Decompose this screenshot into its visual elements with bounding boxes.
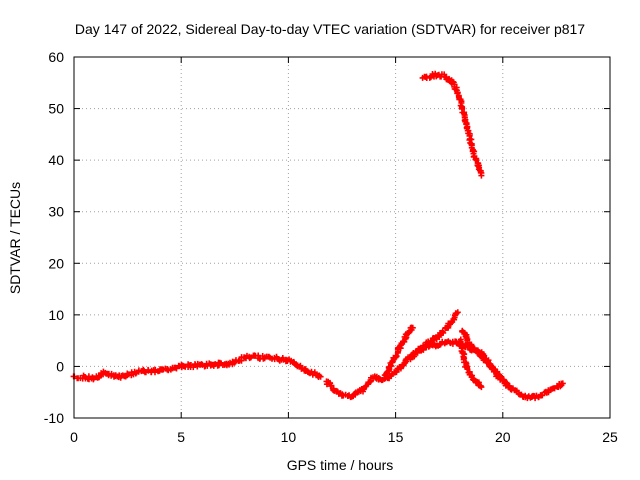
axis-ticks: 0 5 10 15 20 25 -10 0 10 20 30 40 50 60 bbox=[44, 49, 618, 445]
series-markers bbox=[459, 327, 511, 388]
series-track-4 bbox=[409, 309, 461, 360]
chart-title: Day 147 of 2022, Sidereal Day-to-day VTE… bbox=[75, 21, 585, 37]
y-tick-label: 60 bbox=[48, 49, 64, 65]
series-markers bbox=[323, 338, 566, 402]
series-markers bbox=[70, 352, 324, 383]
x-tick-label: 20 bbox=[495, 429, 511, 445]
x-tick-label: 10 bbox=[281, 429, 297, 445]
series-track-2 bbox=[323, 338, 566, 402]
data-series bbox=[70, 70, 566, 402]
series-markers bbox=[456, 336, 485, 391]
series-track-1 bbox=[70, 352, 324, 383]
series-markers bbox=[381, 324, 416, 379]
series-track-7 bbox=[419, 70, 485, 179]
y-tick-label: 20 bbox=[48, 255, 64, 271]
x-tick-label: 0 bbox=[70, 429, 78, 445]
series-markers bbox=[419, 70, 485, 179]
y-tick-label: 30 bbox=[48, 204, 64, 220]
y-tick-label: 40 bbox=[48, 152, 64, 168]
series-track-3 bbox=[381, 324, 416, 379]
series-track-5 bbox=[456, 336, 485, 391]
series-markers bbox=[409, 309, 461, 360]
x-tick-label: 5 bbox=[177, 429, 185, 445]
series-track-6 bbox=[459, 327, 511, 388]
plot-frame bbox=[73, 56, 611, 419]
y-tick-label: -10 bbox=[44, 410, 64, 426]
x-axis-label: GPS time / hours bbox=[287, 457, 394, 473]
y-tick-label: 50 bbox=[48, 101, 64, 117]
y-tick-label: 10 bbox=[48, 307, 64, 323]
grid-lines bbox=[74, 57, 610, 418]
y-axis-label: SDTVAR / TECUs bbox=[7, 182, 23, 294]
x-tick-label: 25 bbox=[602, 429, 618, 445]
x-tick-label: 15 bbox=[388, 429, 404, 445]
y-tick-label: 0 bbox=[56, 358, 64, 374]
